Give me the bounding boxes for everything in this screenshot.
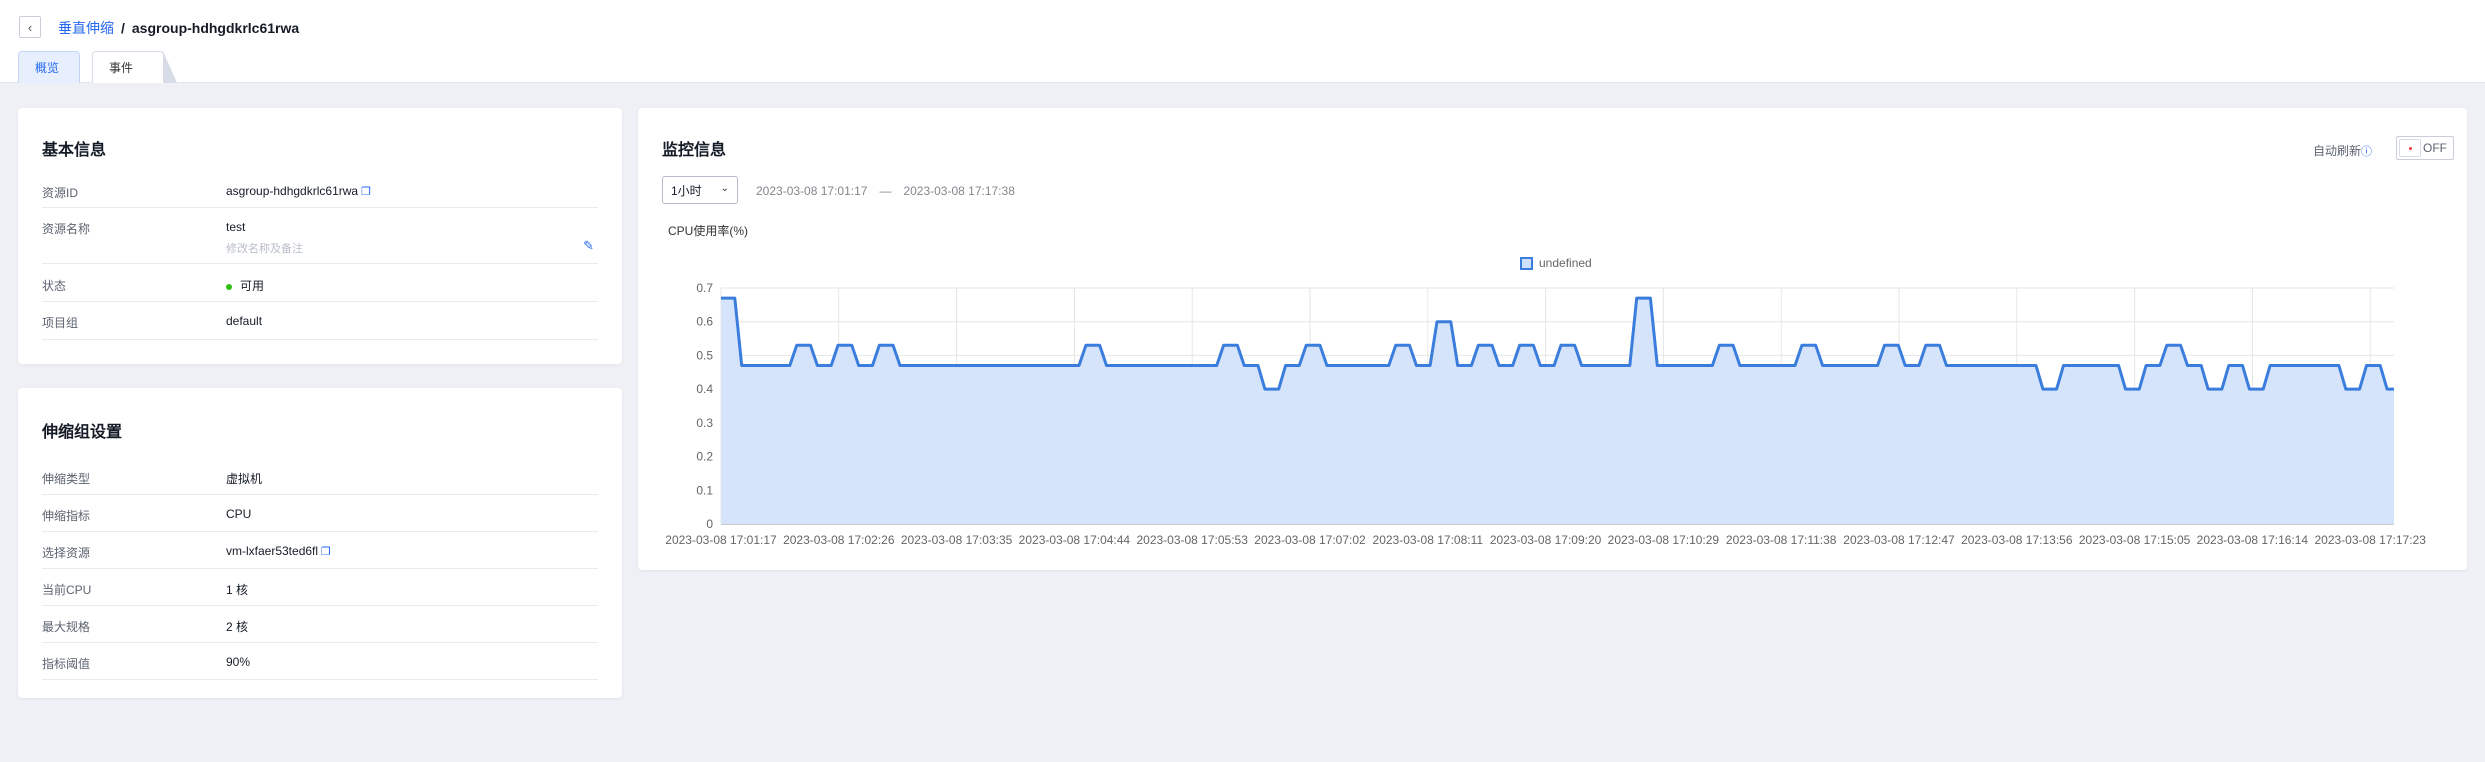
row-scaling-type: 伸缩类型 虚拟机 [42,458,598,495]
time-range-select[interactable]: 1小时 ⌄ [662,176,738,204]
series-area [721,298,2394,524]
y-tick-label: 0.4 [696,382,713,396]
x-tick-label: 2023-03-08 17:02:26 [783,533,895,547]
copy-icon[interactable]: ❐ [361,186,371,198]
y-tick-label: 0.3 [696,416,713,430]
monitor-title: 监控信息 [662,142,727,159]
resource-name-value: test [226,220,246,234]
series-line [721,296,2394,391]
project-group-label: 项目组 [42,316,79,330]
row-threshold: 指标阈值 90% [42,643,598,680]
x-tick-label: 2023-03-08 17:17:23 [2314,533,2426,547]
page-title: asgroup-hdhgdkrlc61rwa [131,20,300,36]
scaling-settings-card: 伸缩组设置 伸缩类型 虚拟机 伸缩指标 CPU 选择资源 vm-lxfaer53… [18,388,622,698]
selected-resource-label: 选择资源 [42,546,91,560]
breadcrumb: 垂直伸缩 / asgroup-hdhgdkrlc61rwa [58,18,299,38]
chevron-left-icon: ‹ [27,19,33,35]
scaling-settings-title: 伸缩组设置 [42,424,123,441]
switch-label: OFF [2423,141,2447,155]
current-cpu-value: 1 核 [226,583,249,597]
resource-name-hint: 修改名称及备注 [226,243,303,255]
x-tick-label: 2023-03-08 17:07:02 [1254,533,1366,547]
row-max-spec: 最大规格 2 核 [42,606,598,643]
scaling-metric-value: CPU [226,507,252,521]
selected-resource-value: vm-lxfaer53ted6fl [226,544,319,558]
x-tick-label: 2023-03-08 17:16:14 [2197,533,2309,547]
row-scaling-metric: 伸缩指标 CPU [42,495,598,532]
status-label: 状态 [42,279,67,293]
basic-info-title: 基本信息 [42,142,107,159]
chevron-down-icon: ⌄ [720,183,729,194]
x-tick-label: 2023-03-08 17:13:56 [1961,533,2073,547]
project-group-value: default [226,314,263,328]
row-current-cpu: 当前CPU 1 核 [42,569,598,606]
max-spec-label: 最大规格 [42,620,91,634]
breadcrumb-separator: / [121,20,125,36]
tab-events[interactable]: 事件 [92,51,177,83]
start-time: 2023-03-08 17:01:17 [756,184,868,198]
x-tick-label: 2023-03-08 17:10:29 [1608,533,1720,547]
x-tick-label: 2023-03-08 17:12:47 [1843,533,1955,547]
range-separator: — [879,184,892,198]
scaling-type-value: 虚拟机 [226,472,263,486]
row-resource-id: 资源ID asgroup-hdhgdkrlc61rwa ❐ [42,172,598,208]
x-tick-label: 2023-03-08 17:15:05 [2079,533,2191,547]
threshold-value: 90% [226,655,251,669]
x-tick-label: 2023-03-08 17:09:20 [1490,533,1602,547]
time-range-select-value: 1小时 [671,183,702,198]
copy-icon[interactable]: ❐ [321,546,331,558]
chart-legend[interactable]: undefined [1520,256,1592,270]
resource-id-label: 资源ID [42,186,79,200]
row-status: 状态 可用 [42,264,598,302]
x-tick-label: 2023-03-08 17:03:35 [901,533,1013,547]
status-dot-icon [226,283,232,290]
time-range-display: 2023-03-08 17:01:17 — 2023-03-08 17:17:38 [756,184,1015,198]
scaling-metric-label: 伸缩指标 [42,509,91,523]
y-tick-label: 0.1 [696,483,713,497]
cpu-usage-chart: 0 0.1 0.2 0.3 0.4 0.5 0.6 0.7 2023-03-08 17:01:1… [665,281,2426,547]
chart-title: CPU使用率(%) [668,224,748,238]
legend-swatch [1520,256,1533,270]
legend-label: undefined [1539,256,1592,270]
auto-refresh-label: 自动刷新 [2312,144,2361,158]
y-tick-label: 0.2 [696,450,713,464]
back-button[interactable]: ‹ [19,16,41,38]
row-selected-resource: 选择资源 vm-lxfaer53ted6fl ❐ [42,532,598,569]
x-tick-label: 2023-03-08 17:01:17 [665,533,777,547]
row-project-group: 项目组 default [42,302,598,340]
resource-id-value: asgroup-hdhgdkrlc61rwa [226,184,359,198]
auto-refresh-switch[interactable]: OFF [2396,136,2454,160]
switch-knob [2399,139,2421,157]
auto-refresh: 自动刷新ⓘ [2313,142,2372,159]
current-cpu-label: 当前CPU [42,583,92,597]
resource-name-label: 资源名称 [42,222,91,236]
y-tick-label: 0 [706,517,713,531]
basic-info-card: 基本信息 资源ID asgroup-hdhgdkrlc61rwa ❐ 资源名称 t… [18,108,622,364]
status-value: 可用 [240,279,265,293]
x-tick-label: 2023-03-08 17:04:44 [1019,533,1131,547]
y-tick-label: 0.7 [696,281,713,295]
y-tick-label: 0.5 [696,348,713,362]
x-tick-label: 2023-03-08 17:11:38 [1726,533,1837,547]
threshold-label: 指标阈值 [42,657,91,671]
top-bar: ‹ 垂直伸缩 / asgroup-hdhgdkrlc61rwa 概览 事件 [0,0,2485,83]
breadcrumb-parent-link[interactable]: 垂直伸缩 [58,20,114,36]
x-tick-label: 2023-03-08 17:05:53 [1136,533,1248,547]
max-spec-value: 2 核 [226,620,249,634]
scaling-type-label: 伸缩类型 [42,472,91,486]
help-icon[interactable]: ⓘ [2361,146,2372,158]
tab-overview[interactable]: 概览 [18,51,80,83]
row-resource-name: 资源名称 test 修改名称及备注 ✎ [42,208,598,264]
edit-icon[interactable]: ✎ [583,238,594,253]
end-time: 2023-03-08 17:17:38 [903,184,1015,198]
y-tick-label: 0.6 [696,315,713,329]
x-tick-label: 2023-03-08 17:08:11 [1373,533,1484,547]
monitor-card: 监控信息 1小时 ⌄ 2023-03-08 17:01:17—2023-03-0… [638,108,2467,570]
